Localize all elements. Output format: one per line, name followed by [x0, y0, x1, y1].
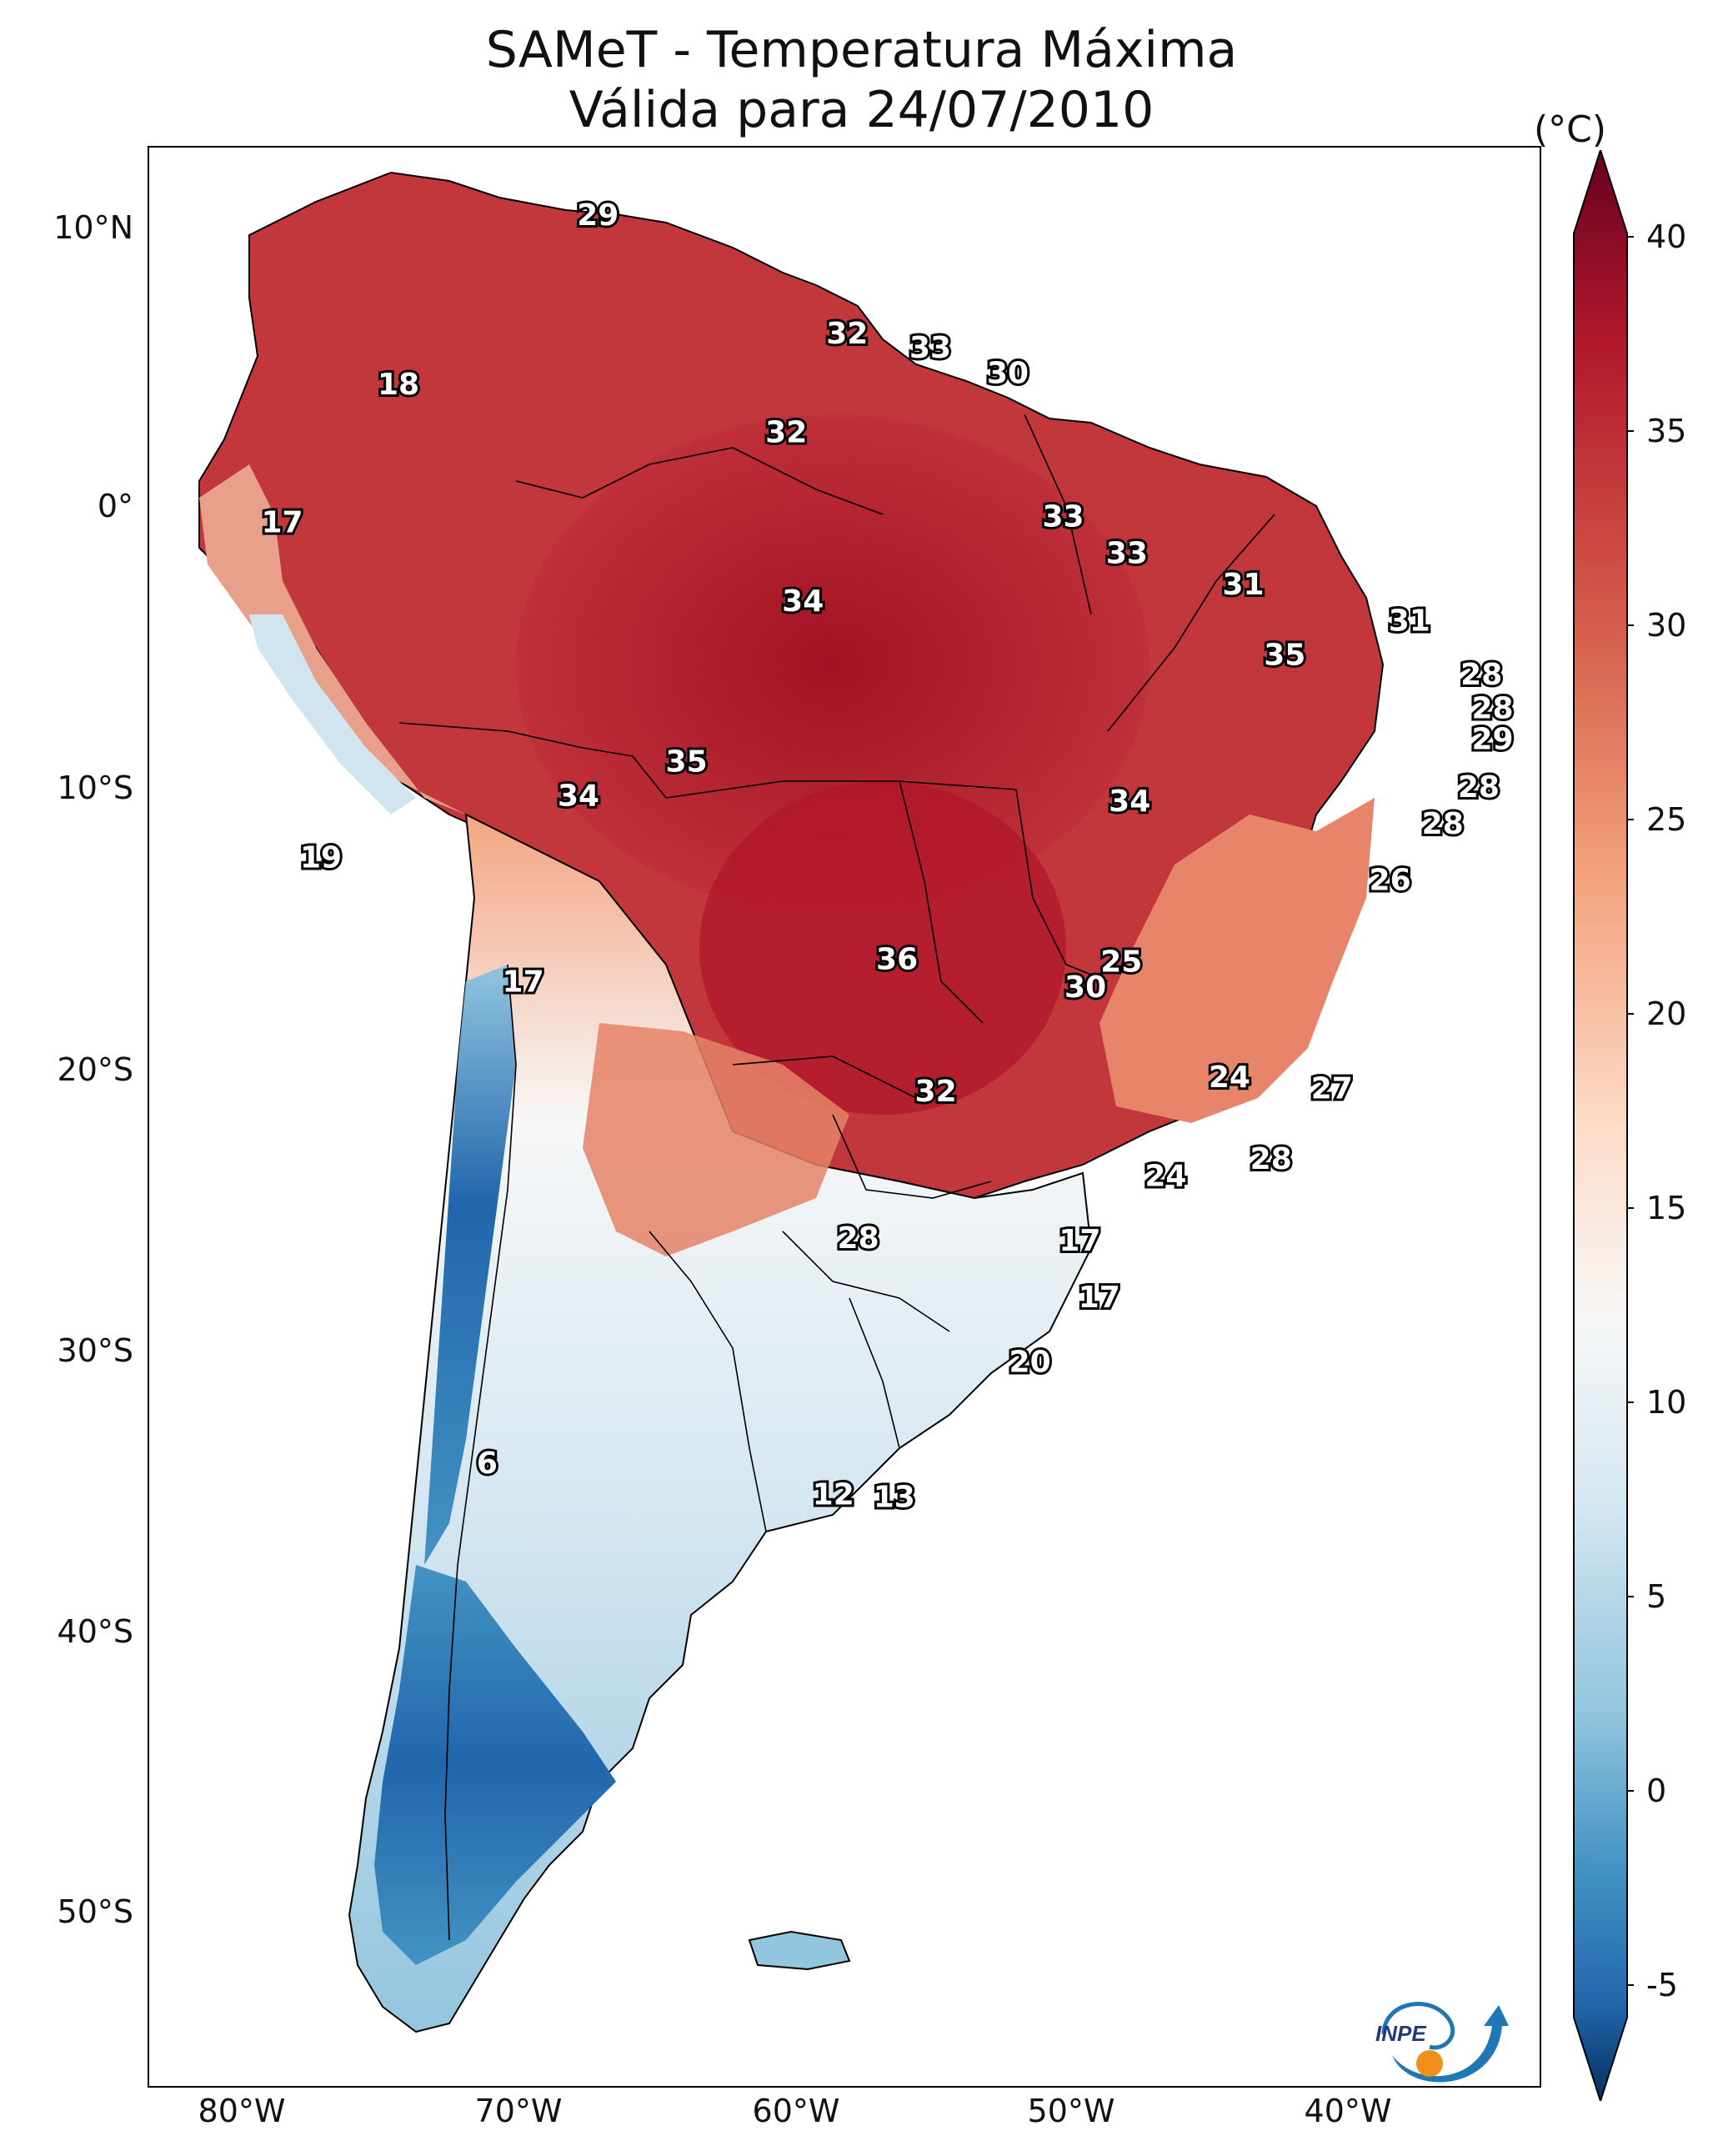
- temperature-label: 17: [1079, 1281, 1120, 1315]
- temperature-label: 25: [1100, 945, 1142, 980]
- colorbar-tick-30: 30: [1646, 607, 1687, 644]
- lon-label-70w: 70°W: [474, 2093, 563, 2129]
- colorbar-tick-0: 0: [1646, 1772, 1667, 1809]
- lon-label-50w: 50°W: [1027, 2093, 1115, 2129]
- logo-text: INPE: [1375, 2021, 1426, 2046]
- colorbar-tick-minus5: -5: [1646, 1967, 1678, 2003]
- temperature-label: 20: [1009, 1346, 1051, 1380]
- temperature-label: 28: [1458, 770, 1500, 805]
- temperature-label: 33: [1042, 500, 1084, 534]
- colorbar: [1573, 150, 1634, 2101]
- temperature-label: 13: [874, 1481, 915, 1515]
- lat-label-40s: 40°S: [57, 1613, 133, 1650]
- lat-label-0: 0°: [97, 488, 133, 524]
- temperature-label: 26: [1370, 864, 1411, 898]
- region-andes-cold: [424, 965, 516, 1565]
- region-chaco-warm: [583, 1023, 849, 1256]
- temperature-label: 32: [826, 317, 868, 351]
- map-panel: 29 32 33 30 18 32 17 33 33 34 31 31 35 28 28 29 35 34 34 28…: [148, 146, 1541, 2088]
- temperature-label: 28: [1471, 692, 1513, 726]
- region-patagonia-cold: [374, 1565, 616, 1965]
- temperature-label: 28: [838, 1221, 879, 1256]
- colorbar-tick-5: 5: [1646, 1578, 1667, 1615]
- lat-label-30s: 30°S: [57, 1332, 133, 1369]
- colorbar-tick-10: 10: [1646, 1384, 1687, 1421]
- hot-core-amazon: [516, 414, 1150, 915]
- temperature-label: 31: [1389, 604, 1430, 639]
- hot-core-center: [699, 781, 1066, 1115]
- title-line-2: Válida para 24/07/2010: [568, 81, 1155, 139]
- temperature-label: 17: [503, 965, 544, 999]
- temperature-label: 30: [987, 356, 1029, 390]
- colorbar-tick-20: 20: [1646, 995, 1687, 1032]
- colorbar-unit: (°C): [1534, 108, 1607, 151]
- lat-label-10n: 10°N: [53, 209, 133, 246]
- temperature-label: 29: [1471, 723, 1513, 757]
- temperature-label: 35: [1264, 638, 1305, 672]
- colorbar-tick-15: 15: [1646, 1190, 1687, 1226]
- temperature-label: 31: [1222, 568, 1264, 602]
- island-falklands: [748, 1930, 851, 1971]
- temperature-label: 24: [1144, 1160, 1186, 1194]
- temperature-label: 19: [300, 841, 342, 875]
- map-title: SAMeT - Temperatura Máxima Válida para 2…: [0, 20, 1723, 140]
- title-line-1: SAMeT - Temperatura Máxima: [485, 21, 1238, 79]
- region-peru-coast: [249, 614, 416, 815]
- temperature-label: 34: [1109, 785, 1150, 819]
- temperature-label: 27: [1311, 1072, 1353, 1106]
- temperature-label: 17: [261, 506, 303, 540]
- lat-label-20s: 20°S: [57, 1051, 133, 1088]
- temperature-label: 12: [813, 1477, 854, 1512]
- temperature-label: 30: [1064, 970, 1106, 1005]
- region-andes-north: [199, 464, 466, 815]
- temperature-label: 29: [577, 198, 619, 233]
- inpe-logo: INPE: [1375, 2002, 1509, 2083]
- country-borders: [398, 414, 1275, 1941]
- temperature-label: 32: [915, 1075, 957, 1109]
- temperature-label: 28: [1250, 1142, 1292, 1176]
- logo-arrow-icon: [1392, 2005, 1509, 2083]
- lat-label-10s: 10°S: [57, 770, 133, 806]
- temperature-label: 18: [378, 368, 419, 402]
- temperature-label: 35: [666, 745, 708, 780]
- temperature-label: 24: [1209, 1060, 1250, 1095]
- colorbar-tick-40: 40: [1646, 218, 1687, 255]
- lon-label-60w: 60°W: [752, 2093, 840, 2129]
- temperature-label: 6: [477, 1447, 498, 1481]
- temperature-label: 32: [765, 415, 807, 449]
- temperature-label: 33: [909, 331, 951, 365]
- lat-label-50s: 50°S: [57, 1893, 133, 1930]
- temperature-label: 33: [1106, 537, 1148, 571]
- temperature-label: 34: [782, 584, 824, 619]
- lon-label-40w: 40°W: [1304, 2093, 1392, 2129]
- colorbar-tick-35: 35: [1646, 413, 1687, 449]
- colorbar-tick-25: 25: [1646, 801, 1687, 838]
- logo-swirl-icon: [1381, 2002, 1455, 2050]
- temperature-label: 28: [1422, 807, 1464, 841]
- logo-sun-icon: [1416, 2050, 1443, 2077]
- lon-label-80w: 80°W: [198, 2093, 286, 2129]
- colorbar-gradient: [1573, 150, 1628, 2101]
- temperature-label: 36: [876, 942, 918, 976]
- temperature-label: 28: [1460, 658, 1502, 692]
- temperature-label: 34: [558, 779, 599, 813]
- region-east-brazil: [1099, 798, 1375, 1123]
- temperature-label: 17: [1059, 1224, 1100, 1258]
